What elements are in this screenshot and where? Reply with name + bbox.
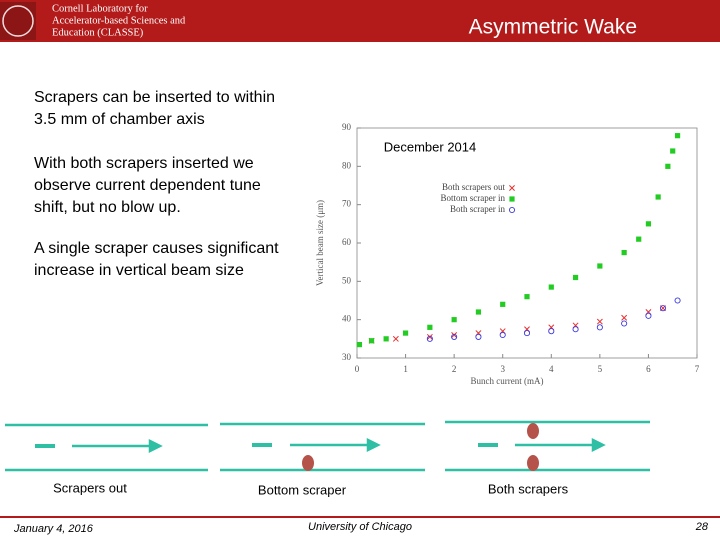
logo-seal	[0, 2, 36, 40]
y-tick-label: 90	[342, 122, 352, 132]
arrow-head	[591, 437, 606, 453]
point	[548, 284, 554, 290]
point	[645, 312, 652, 319]
x-tick-label: 4	[549, 364, 554, 374]
point	[368, 338, 375, 344]
point	[645, 221, 652, 227]
x-tick-label: 6	[646, 364, 651, 374]
page-number: 28	[695, 521, 709, 533]
schematic-label: Both scrapers	[488, 481, 569, 496]
x-tick-label: 2	[452, 364, 457, 374]
logo-ring	[2, 5, 34, 37]
point	[427, 324, 433, 330]
point	[523, 330, 531, 337]
point	[665, 163, 671, 169]
point	[392, 335, 399, 342]
x-tick-label: 3	[500, 364, 505, 374]
scraper	[527, 423, 539, 439]
point	[670, 148, 676, 154]
scraper	[302, 455, 314, 471]
point	[383, 336, 389, 342]
logo-line: Cornell Laboratory for	[52, 3, 148, 14]
scraper	[527, 455, 539, 471]
x-axis-label: Bunch current (mA)	[471, 376, 544, 386]
y-tick-label: 70	[342, 199, 352, 209]
point	[674, 297, 681, 304]
point	[572, 274, 579, 281]
header-band	[0, 0, 720, 42]
point	[356, 341, 363, 348]
legend-marker	[509, 185, 515, 191]
point	[621, 320, 628, 327]
y-tick-label: 80	[342, 160, 352, 170]
chart: 0 1 2 3 4 5 6 7 30 40 50 60 70 80 90 Bunch current (mA)…	[315, 122, 700, 386]
schematic-label: Scrapers out	[53, 480, 127, 495]
y-tick-label: 30	[342, 352, 352, 362]
annotation: December 2014	[384, 139, 477, 154]
point	[621, 249, 627, 256]
point	[596, 318, 603, 325]
bullet-text: With both scrapers inserted we observe c…	[34, 155, 261, 216]
point	[451, 332, 458, 338]
point	[475, 309, 482, 315]
arrow-head	[366, 437, 381, 453]
legend-marker	[509, 196, 515, 202]
point	[451, 317, 457, 323]
scrapers	[302, 423, 539, 471]
point	[659, 305, 667, 312]
x-tick-label: 7	[695, 364, 700, 374]
y-axis-label: Vertical beam size (μm)	[315, 200, 325, 286]
y-tick-label: 40	[342, 314, 352, 324]
bullet-text: A single scraper causes significant incr…	[34, 240, 279, 279]
point	[426, 333, 433, 340]
schematics	[5, 420, 650, 472]
point	[451, 333, 458, 340]
point	[655, 194, 661, 200]
point	[597, 263, 603, 269]
point	[524, 294, 530, 300]
footer-date: January 4, 2016	[13, 523, 94, 535]
schematic-label: Bottom scraper	[258, 482, 347, 497]
x-tick-label: 1	[403, 364, 408, 374]
point	[674, 133, 681, 139]
legend-label: Both scraper in	[450, 204, 505, 214]
legend-label: Both scrapers out	[442, 182, 505, 192]
bullet-text: Scrapers can be inserted to within 3.5 m…	[34, 89, 276, 128]
point	[426, 335, 433, 342]
legend-label: Bottom scraper in	[441, 193, 506, 203]
point	[621, 314, 628, 321]
legend-marker	[508, 206, 516, 214]
y-tick-label: 50	[342, 275, 352, 285]
logo-line: Education (CLASSE)	[52, 27, 144, 38]
point	[500, 301, 506, 307]
point	[636, 236, 642, 242]
point	[572, 326, 579, 333]
footer-venue: University of Chicago	[308, 521, 412, 533]
arrow-head	[148, 438, 163, 454]
plot-frame	[356, 127, 698, 359]
point	[499, 331, 506, 339]
slide-title: Asymmetric Wake	[469, 16, 637, 39]
point	[548, 328, 555, 335]
y-tick-label: 60	[342, 237, 352, 247]
logo-line: Accelerator-based Sciences and	[52, 15, 186, 26]
x-tick-label: 0	[355, 364, 360, 374]
point	[596, 324, 603, 331]
point	[475, 333, 482, 340]
point	[402, 330, 409, 336]
x-tick-label: 5	[598, 364, 603, 374]
